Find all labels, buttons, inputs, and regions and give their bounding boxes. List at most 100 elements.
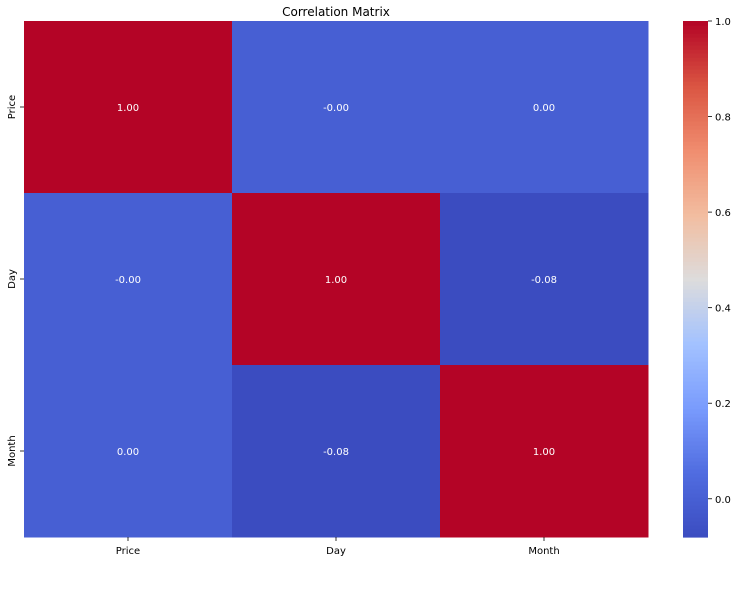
colorbar-strip [683,205,708,210]
colorbar-strip [683,81,708,86]
colorbar-tick-label: 0.6 [715,208,731,219]
colorbar-strip [683,161,708,166]
cell-annotations: 1.00 -0.00 0.00 -0.00 1.00 -0.08 0.00 -0.08 1.00 [115,103,557,458]
cell-annotation: -0.08 [323,447,349,458]
colorbar-strip [683,197,708,202]
cell-annotation: -0.00 [115,275,141,286]
colorbar-strip [683,101,708,106]
colorbar-strip [683,209,708,214]
heatmap-cell [232,193,441,366]
x-tick-label: Price [116,546,140,557]
colorbar-strip [683,401,708,406]
colorbar-strip [683,301,708,306]
y-tick-label: Day [7,269,18,289]
colorbar-strip [683,457,708,462]
colorbar-strip [683,425,708,430]
colorbar-strip [683,421,708,426]
colorbar-strip [683,221,708,226]
colorbar-tick-label: 0.2 [715,399,731,410]
y-tick-label: Price [7,95,18,119]
colorbar-strip [683,109,708,114]
colorbar-strip [683,285,708,290]
heatmap-cell [24,193,233,366]
colorbar-strip [683,61,708,66]
colorbar-strip [683,217,708,222]
colorbar-strip [683,337,708,342]
colorbar-strip [683,113,708,118]
colorbar-strip [683,37,708,42]
colorbar-strip [683,389,708,394]
colorbar-strip [683,77,708,82]
colorbar-strip [683,145,708,150]
cell-annotation: 0.00 [533,103,555,114]
x-tick-label: Day [326,546,346,557]
colorbar-strip [683,189,708,194]
cell-annotation: 1.00 [325,275,347,286]
colorbar-strip [683,169,708,174]
colorbar-strip [683,157,708,162]
colorbar-strip [683,429,708,434]
colorbar-strip [683,25,708,30]
colorbar-strip [683,181,708,186]
colorbar-strip [683,325,708,330]
colorbar-strip [683,313,708,318]
colorbar-strip [683,165,708,170]
colorbar-strip [683,121,708,126]
colorbar-strip [683,29,708,34]
colorbar-strip [683,201,708,206]
colorbar-strip [683,305,708,310]
colorbar-strip [683,441,708,446]
colorbar-strip [683,409,708,414]
colorbar-strip [683,413,708,418]
colorbar-strip [683,177,708,182]
colorbar-strip [683,73,708,78]
colorbar-strip [683,525,708,530]
colorbar-strip [683,521,708,526]
colorbar-strip [683,513,708,518]
colorbar [683,21,708,538]
colorbar-strip [683,393,708,398]
colorbar-strip [683,493,708,498]
colorbar-strip [683,321,708,326]
colorbar-ticks: 0.0 0.2 0.4 0.6 0.8 1.0 [708,17,731,506]
colorbar-strip [683,141,708,146]
colorbar-strip [683,129,708,134]
colorbar-strip [683,265,708,270]
colorbar-strip [683,237,708,242]
colorbar-strip [683,137,708,142]
heatmap-cell [24,21,233,194]
colorbar-strip [683,153,708,158]
colorbar-strip [683,193,708,198]
colorbar-strip [683,293,708,298]
x-axis-ticks: Price Day Month [116,537,560,557]
colorbar-strip [683,269,708,274]
colorbar-tick-label: 1.0 [715,17,731,28]
colorbar-strip [683,185,708,190]
colorbar-strip [683,45,708,50]
cell-annotation: 1.00 [117,103,139,114]
colorbar-strip [683,21,708,26]
colorbar-strip [683,437,708,442]
colorbar-strip [683,245,708,250]
colorbar-strip [683,517,708,522]
colorbar-strip [683,125,708,130]
colorbar-strip [683,377,708,382]
heatmap-cell [24,365,233,538]
heatmap-cell [232,21,441,194]
y-tick-label: Month [7,435,18,466]
colorbar-strip [683,241,708,246]
colorbar-strip [683,105,708,110]
colorbar-strip [683,529,708,534]
colorbar-strip [683,405,708,410]
colorbar-strip [683,373,708,378]
colorbar-strip [683,477,708,482]
colorbar-strip [683,417,708,422]
colorbar-strip [683,345,708,350]
colorbar-strip [683,233,708,238]
colorbar-strip [683,281,708,286]
colorbar-strip [683,485,708,490]
colorbar-strip [683,225,708,230]
colorbar-strip [683,385,708,390]
colorbar-strip [683,53,708,58]
colorbar-strip [683,369,708,374]
